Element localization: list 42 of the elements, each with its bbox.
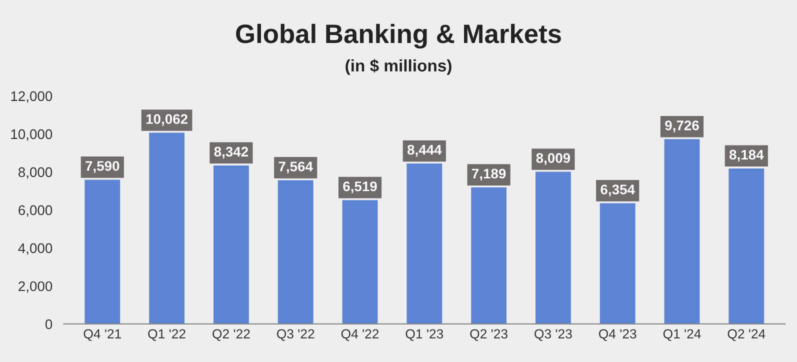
data-label: 6,519 bbox=[343, 181, 377, 194]
x-tick-label: Q2 '24 bbox=[728, 329, 766, 341]
data-label: 8,009 bbox=[536, 153, 570, 165]
data-label: 10,062 bbox=[146, 114, 188, 126]
y-tick-label: 6,000 bbox=[18, 205, 52, 217]
x-tick-label: Q4 '21 bbox=[84, 329, 121, 341]
bar bbox=[213, 165, 249, 324]
x-tick-label: Q4 '23 bbox=[599, 329, 636, 341]
data-label: 8,444 bbox=[407, 144, 442, 157]
bar bbox=[84, 180, 120, 324]
x-tick-label: Q3 '23 bbox=[534, 329, 572, 341]
data-label: 8,184 bbox=[729, 150, 764, 162]
x-tick-label: Q3 '22 bbox=[276, 329, 314, 341]
x-tick-label: Q1 '22 bbox=[148, 329, 186, 341]
bar bbox=[535, 172, 571, 324]
bar bbox=[149, 132, 185, 324]
data-label: 6,354 bbox=[600, 184, 635, 196]
x-tick-label: Q4 '22 bbox=[341, 329, 379, 341]
bar bbox=[278, 180, 314, 324]
y-tick-label: 8,000 bbox=[18, 167, 52, 179]
y-tick-label: 12,000 bbox=[11, 91, 52, 103]
chart-title: Global Banking & Markets bbox=[236, 24, 561, 49]
chart-subtitle: (in $ millions) bbox=[346, 59, 452, 75]
y-tick-label: 2,000 bbox=[18, 281, 52, 293]
x-tick-label: Q2 '22 bbox=[212, 329, 250, 341]
x-tick-label: Q2 '23 bbox=[470, 329, 508, 341]
bar bbox=[406, 164, 442, 324]
x-tick-label: Q1 '24 bbox=[663, 329, 701, 341]
data-label: 7,564 bbox=[278, 162, 313, 174]
bar bbox=[600, 203, 636, 324]
y-tick-label: 4,000 bbox=[18, 243, 52, 255]
data-label: 7,590 bbox=[86, 161, 120, 173]
bar bbox=[471, 187, 507, 324]
x-tick-label: Q1 '23 bbox=[406, 329, 444, 341]
bar bbox=[728, 168, 764, 324]
bar bbox=[664, 139, 700, 324]
data-label: 7,189 bbox=[472, 168, 506, 181]
y-tick-label: 10,000 bbox=[11, 129, 52, 141]
data-label: 9,726 bbox=[665, 120, 699, 132]
y-tick-label: 0 bbox=[45, 319, 52, 330]
data-label: 8,342 bbox=[214, 146, 248, 159]
bar bbox=[342, 200, 378, 324]
